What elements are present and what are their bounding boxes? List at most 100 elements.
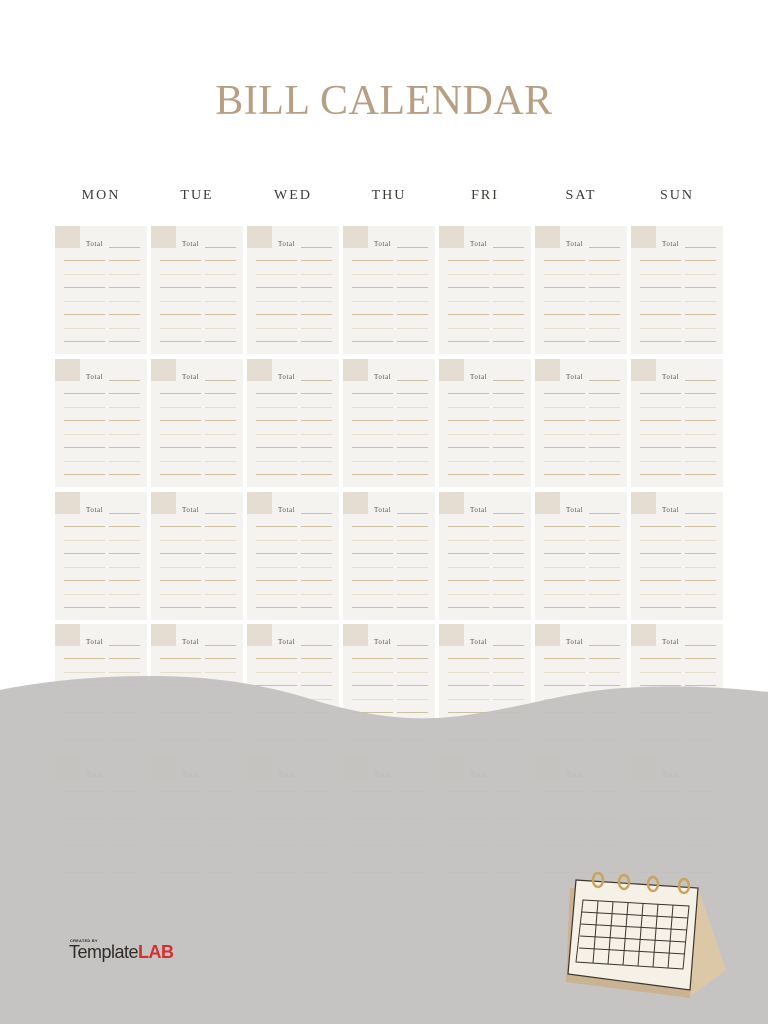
bill-amount-line: [589, 301, 620, 302]
bill-name-line: [352, 739, 393, 740]
bill-name-line: [640, 739, 681, 740]
weekday-label: SUN: [659, 188, 694, 203]
bill-name-line: [448, 567, 489, 568]
date-number-box: [631, 624, 656, 646]
desk-calendar-icon: [566, 871, 726, 998]
bill-name-line: [544, 393, 585, 394]
bill-amount-line: [493, 845, 524, 846]
bill-name-line: [640, 301, 681, 302]
bill-amount-line: [589, 832, 620, 833]
total-label: Total: [182, 771, 200, 779]
bill-amount-line: [205, 301, 236, 302]
bill-amount-line: [493, 859, 524, 860]
bill-amount-line: [301, 872, 332, 873]
bill-name-line: [352, 434, 393, 435]
total-amount-line: [109, 380, 140, 381]
bill-name-line: [64, 461, 105, 462]
bill-name-line: [544, 287, 585, 288]
date-number-box: [343, 359, 368, 381]
bill-name-line: [64, 739, 105, 740]
bill-name-line: [160, 301, 201, 302]
total-label: Total: [662, 771, 680, 779]
total-label: Total: [662, 240, 680, 248]
bill-amount-line: [109, 859, 140, 860]
day-cell: Total: [535, 624, 627, 752]
bill-amount-line: [397, 434, 428, 435]
bill-amount-line: [397, 526, 428, 527]
bill-name-line: [160, 314, 201, 315]
bill-name-line: [160, 832, 201, 833]
bill-name-line: [352, 607, 393, 608]
bill-amount-line: [397, 474, 428, 475]
bill-name-line: [352, 526, 393, 527]
bill-amount-line: [589, 818, 620, 819]
bill-name-line: [256, 818, 297, 819]
total-label: Total: [566, 638, 584, 646]
total-amount-line: [397, 778, 428, 779]
bill-amount-line: [109, 739, 140, 740]
bill-amount-line: [397, 685, 428, 686]
day-cell: Total: [631, 359, 723, 487]
bill-name-line: [352, 699, 393, 700]
bill-amount-line: [589, 791, 620, 792]
bill-amount-line: [685, 726, 716, 727]
bill-name-line: [160, 594, 201, 595]
bill-amount-line: [205, 314, 236, 315]
bill-name-line: [64, 274, 105, 275]
bill-amount-line: [205, 328, 236, 329]
bill-amount-line: [397, 699, 428, 700]
total-amount-line: [109, 513, 140, 514]
total-amount-line: [493, 778, 524, 779]
total-label: Total: [374, 506, 392, 514]
bill-amount-line: [685, 526, 716, 527]
bill-amount-line: [301, 832, 332, 833]
bill-name-line: [640, 553, 681, 554]
bill-name-line: [64, 658, 105, 659]
bill-amount-line: [205, 287, 236, 288]
bill-amount-line: [685, 420, 716, 421]
date-number-box: [247, 359, 272, 381]
bill-name-line: [256, 461, 297, 462]
bill-amount-line: [493, 407, 524, 408]
bill-amount-line: [685, 658, 716, 659]
total-amount-line: [205, 380, 236, 381]
bill-name-line: [256, 699, 297, 700]
total-label: Total: [662, 373, 680, 381]
bill-name-line: [160, 474, 201, 475]
total-label: Total: [374, 638, 392, 646]
total-amount-line: [301, 778, 332, 779]
date-number-box: [439, 226, 464, 248]
total-label: Total: [374, 373, 392, 381]
bill-amount-line: [493, 447, 524, 448]
bill-name-line: [256, 832, 297, 833]
bill-name-line: [352, 328, 393, 329]
bill-amount-line: [205, 658, 236, 659]
total-amount-line: [301, 380, 332, 381]
bill-name-line: [64, 818, 105, 819]
bill-name-line: [640, 685, 681, 686]
bill-name-line: [256, 301, 297, 302]
bill-name-line: [544, 447, 585, 448]
bill-name-line: [448, 739, 489, 740]
bill-name-line: [640, 434, 681, 435]
bill-name-line: [640, 461, 681, 462]
bill-name-line: [160, 447, 201, 448]
bill-name-line: [544, 407, 585, 408]
bill-amount-line: [301, 474, 332, 475]
bill-name-line: [352, 567, 393, 568]
bill-amount-line: [205, 832, 236, 833]
bill-amount-line: [397, 607, 428, 608]
bill-amount-line: [397, 832, 428, 833]
bill-amount-line: [589, 407, 620, 408]
total-amount-line: [589, 645, 620, 646]
bill-name-line: [160, 341, 201, 342]
day-cell: Total: [439, 492, 531, 620]
bill-name-line: [64, 447, 105, 448]
bill-name-line: [64, 301, 105, 302]
bill-name-line: [64, 580, 105, 581]
bill-name-line: [64, 287, 105, 288]
day-cell: Total: [247, 359, 339, 487]
weekday-label: WED: [274, 188, 312, 203]
day-cell: Total: [151, 757, 243, 885]
bill-name-line: [256, 791, 297, 792]
